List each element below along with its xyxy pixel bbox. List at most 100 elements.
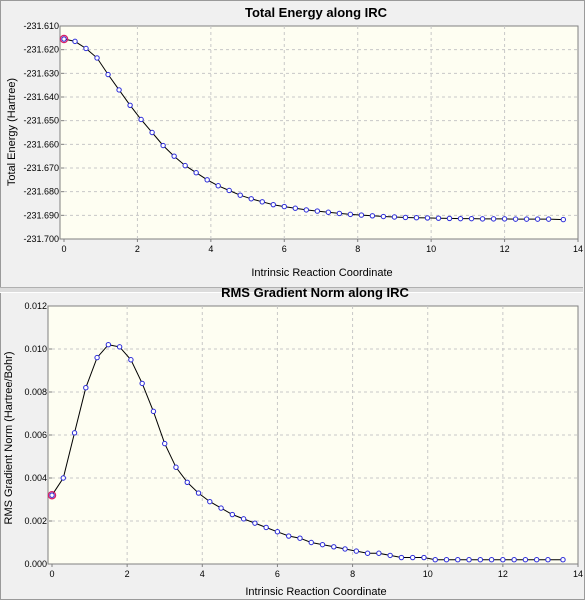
x-tick-label: 12	[500, 244, 510, 254]
data-point	[500, 557, 506, 563]
data-point	[297, 535, 303, 541]
data-point	[336, 210, 343, 217]
y-tick-label: -231.680	[23, 187, 59, 197]
y-tick-label: -231.690	[23, 210, 59, 220]
data-point	[523, 216, 530, 222]
data-point	[490, 216, 497, 222]
data-point	[468, 215, 475, 222]
gradient-chart: RMS Gradient Norm along IRC 0 2 4 6 8 10 12 140…	[3, 285, 583, 598]
data-point	[237, 192, 243, 198]
data-point	[488, 557, 495, 563]
data-point	[71, 430, 78, 436]
y-tick-label: 0.006	[24, 430, 47, 440]
data-point	[105, 342, 112, 348]
axis-ticks: 0 2 4 6 8 10 12 14 0.000 0.002 0.004 0.006 0.008 0.01…	[24, 301, 583, 579]
y-tick-label: 0.004	[24, 473, 47, 483]
panel-splitter[interactable]	[0, 287, 583, 293]
data-point	[60, 475, 66, 481]
data-point	[364, 550, 371, 556]
y-tick-label: -231.620	[23, 45, 59, 55]
data-point	[263, 524, 269, 531]
data-point	[443, 557, 450, 563]
y-tick-label: -231.670	[23, 163, 59, 173]
y-tick-label: 0.012	[24, 301, 47, 311]
grid	[64, 26, 578, 239]
data-point	[218, 505, 224, 511]
series-line	[63, 38, 564, 221]
data-point	[325, 209, 332, 215]
data-point	[342, 546, 348, 552]
series	[59, 34, 567, 223]
data-point	[369, 213, 376, 219]
data-point	[457, 215, 464, 222]
data-point	[182, 162, 188, 169]
y-tick-label: -231.610	[23, 21, 59, 31]
x-tick-label: 2	[125, 569, 130, 579]
data-point	[139, 380, 145, 387]
data-point	[387, 552, 393, 559]
data-point	[511, 557, 517, 563]
data-point	[501, 216, 508, 222]
x-tick-label: 12	[498, 569, 508, 579]
y-tick-label: -231.630	[23, 68, 59, 78]
data-point	[240, 516, 247, 522]
y-tick-label: 0.010	[24, 344, 47, 354]
y-axis-label: Total Energy (Hartree)	[6, 78, 18, 186]
data-point	[435, 215, 442, 221]
data-point	[413, 215, 420, 221]
data-point	[479, 216, 486, 222]
data-point	[150, 408, 157, 415]
data-point	[376, 550, 382, 556]
data-point	[128, 357, 134, 363]
y-tick-label: 0.002	[24, 516, 47, 526]
data-point	[193, 170, 199, 176]
x-tick-label: 0	[61, 244, 66, 254]
data-point	[171, 153, 177, 159]
y-tick-label: -231.660	[23, 139, 59, 149]
data-point	[522, 557, 529, 563]
data-point	[347, 211, 354, 218]
data-point	[270, 201, 276, 208]
data-point	[72, 38, 78, 45]
data-point	[545, 216, 552, 222]
data-point	[409, 554, 416, 561]
data-point	[94, 55, 100, 61]
data-point	[319, 541, 326, 548]
data-point	[259, 199, 265, 205]
data-point	[380, 213, 387, 220]
data-point	[314, 208, 321, 214]
data-point	[116, 344, 123, 350]
data-point	[560, 216, 567, 223]
data-point	[116, 87, 122, 93]
data-point	[173, 464, 179, 470]
x-axis-label: Intrinsic Reaction Coordinate	[245, 586, 386, 598]
data-point	[424, 215, 431, 221]
x-tick-label: 6	[275, 569, 280, 579]
data-point	[292, 205, 298, 211]
energy-chart: Total Energy along IRC 0 2 4 6 8 10 12 14 -231.6…	[6, 5, 583, 279]
data-point	[83, 385, 89, 391]
data-point	[466, 557, 472, 563]
data-point	[512, 216, 519, 222]
data-point	[105, 71, 111, 78]
selected-point-marker	[47, 490, 57, 500]
data-point	[281, 203, 287, 210]
x-tick-label: 14	[573, 569, 583, 579]
data-point	[432, 557, 438, 563]
plot-area[interactable]	[59, 25, 579, 240]
data-point	[94, 354, 100, 361]
data-point	[455, 557, 461, 563]
y-tick-label: -231.650	[23, 116, 59, 126]
data-point	[358, 212, 365, 218]
data-point	[195, 490, 202, 496]
data-point	[61, 36, 67, 42]
data-point	[162, 440, 168, 447]
data-point	[207, 498, 213, 505]
x-tick-label: 8	[355, 244, 360, 254]
data-point	[446, 215, 453, 222]
data-point	[49, 492, 55, 498]
x-tick-label: 8	[350, 569, 355, 579]
data-point	[226, 187, 232, 194]
x-tick-label: 4	[208, 244, 213, 254]
